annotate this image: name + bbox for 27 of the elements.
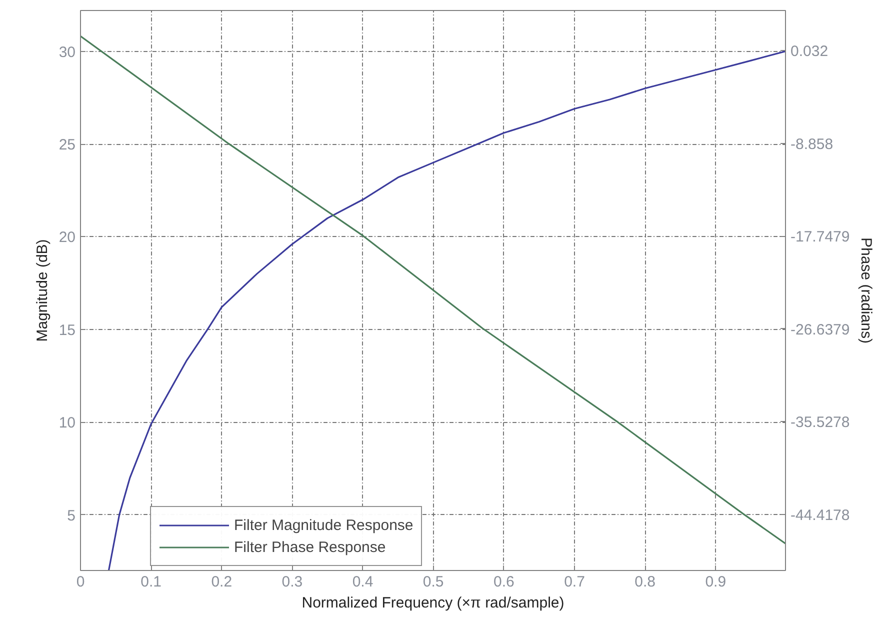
y-tick-label: 20	[58, 229, 76, 246]
x-tick-label: 0.8	[634, 574, 656, 590]
x-tick-label: 0.5	[422, 574, 444, 590]
x-tick-label: 0.1	[140, 574, 162, 590]
y-tick-label: 30	[58, 44, 76, 61]
y2-tick-label: -8.858	[790, 136, 834, 153]
x-tick-label: 0.4	[352, 574, 374, 590]
x-tick-label: 0	[76, 574, 85, 590]
legend-label: Filter Magnitude Response	[234, 516, 414, 534]
x-tick-label: 0.6	[493, 574, 514, 590]
legend-label: Filter Phase Response	[234, 538, 386, 556]
x-tick-label: 0.3	[282, 574, 303, 590]
x-tick-label: 0.2	[211, 574, 232, 590]
x-axis-title: Normalized Frequency (×π rad/sample)	[302, 594, 564, 612]
y-axis-title: Magnitude (dB)	[34, 239, 51, 342]
y2-tick-label: 0.032	[790, 42, 828, 60]
y2-tick-label: -17.7479	[790, 228, 850, 246]
y2-tick-label: -44.4178	[790, 507, 850, 524]
y2-tick-label: -26.6379	[790, 321, 850, 338]
x-tick-label: 0.7	[564, 574, 585, 590]
y2-axis-title: Phase (radians)	[858, 238, 875, 344]
y2-tick-label: -35.5278	[790, 414, 850, 432]
x-tick-label: 0.9	[705, 574, 726, 590]
y-tick-label: 25	[58, 136, 76, 154]
y-tick-label: 5	[67, 507, 76, 524]
y-tick-label: 10	[58, 414, 76, 432]
y-tick-label: 15	[58, 322, 76, 339]
